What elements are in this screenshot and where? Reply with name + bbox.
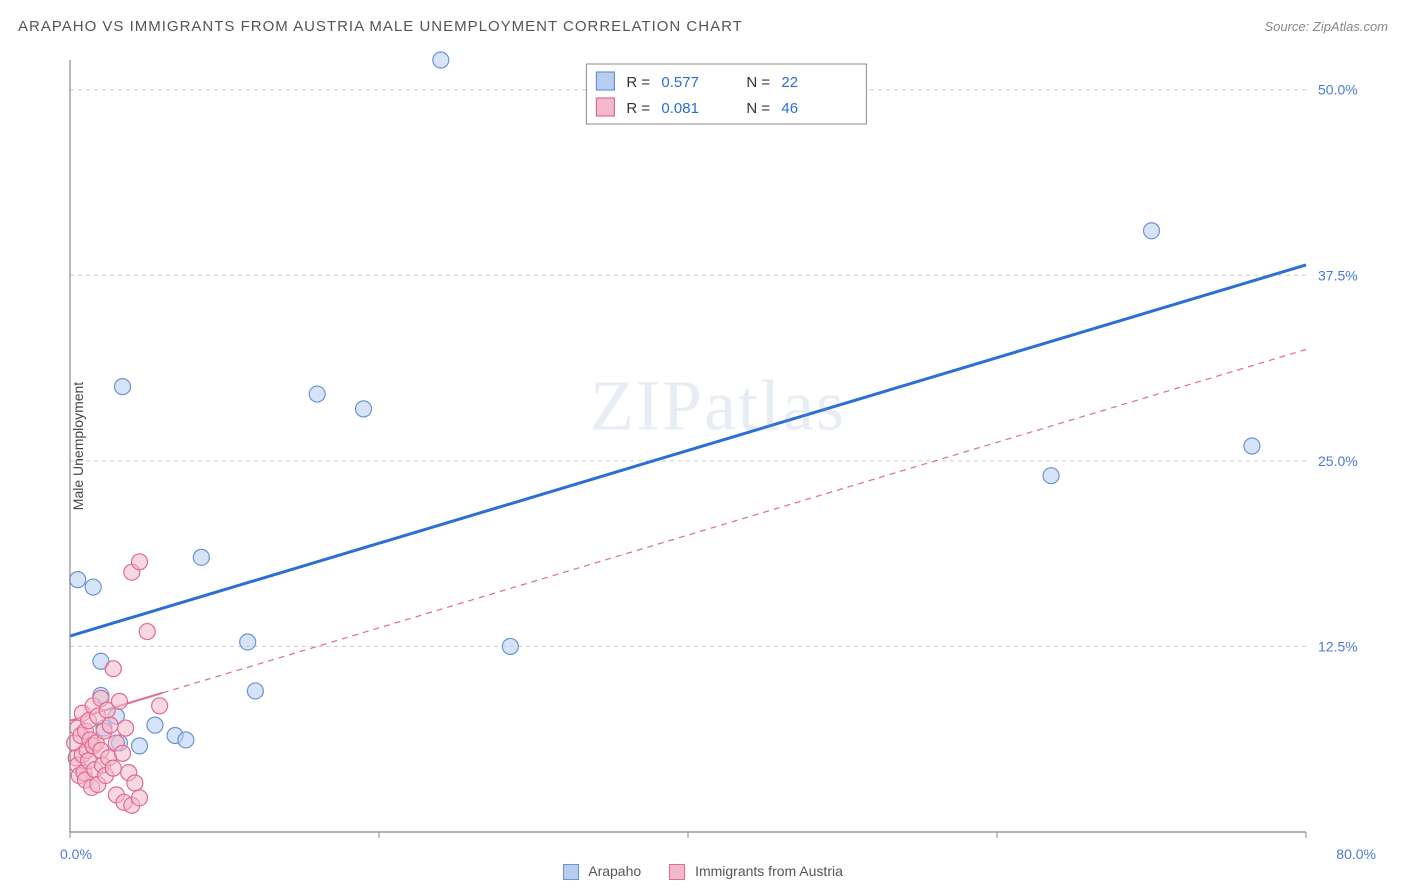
svg-text:N =: N = [746,74,770,91]
trend-layer [70,265,1306,721]
ytick-labels: 12.5% 25.0% 37.5% 50.0% [1318,82,1358,655]
legend-swatch-austria [669,864,685,880]
svg-text:46: 46 [781,100,798,117]
svg-text:R =: R = [626,74,650,91]
chart-title: ARAPAHO VS IMMIGRANTS FROM AUSTRIA MALE … [18,18,743,35]
legend-label-austria: Immigrants from Austria [695,863,843,879]
stats-legend: R = 0.577 N = 22 R = 0.081 N = 46 [586,64,866,124]
chart-source: Source: ZipAtlas.com [1264,19,1388,34]
grid-layer [70,90,1306,838]
axes-layer [70,60,1306,832]
legend-item-arapaho: Arapaho [563,863,641,880]
x-axis-max-label: 80.0% [1336,846,1376,862]
svg-text:25.0%: 25.0% [1318,453,1358,469]
chart-area: ZIPatlas R = 0.577N = 22R = 0.081N = 46 … [60,50,1376,842]
svg-text:22: 22 [781,74,798,91]
bottom-legend: Arapaho Immigrants from Austria [0,863,1406,880]
svg-text:50.0%: 50.0% [1318,82,1358,98]
svg-text:12.5%: 12.5% [1318,638,1358,654]
legend-item-austria: Immigrants from Austria [669,863,843,880]
x-axis-min-label: 0.0% [60,846,92,862]
svg-text:0.577: 0.577 [661,74,699,91]
chart-header: ARAPAHO VS IMMIGRANTS FROM AUSTRIA MALE … [18,18,1388,35]
svg-text:0.081: 0.081 [661,100,699,117]
legend-swatch-arapaho [563,864,579,880]
svg-text:N =: N = [746,100,770,117]
svg-text:37.5%: 37.5% [1318,267,1358,283]
svg-text:R =: R = [626,100,650,117]
legend-label-arapaho: Arapaho [588,863,641,879]
scatter-plot: R = 0.577 N = 22 R = 0.081 N = 46 12.5% 25.0… [60,50,1376,842]
points-layer [67,52,1260,813]
